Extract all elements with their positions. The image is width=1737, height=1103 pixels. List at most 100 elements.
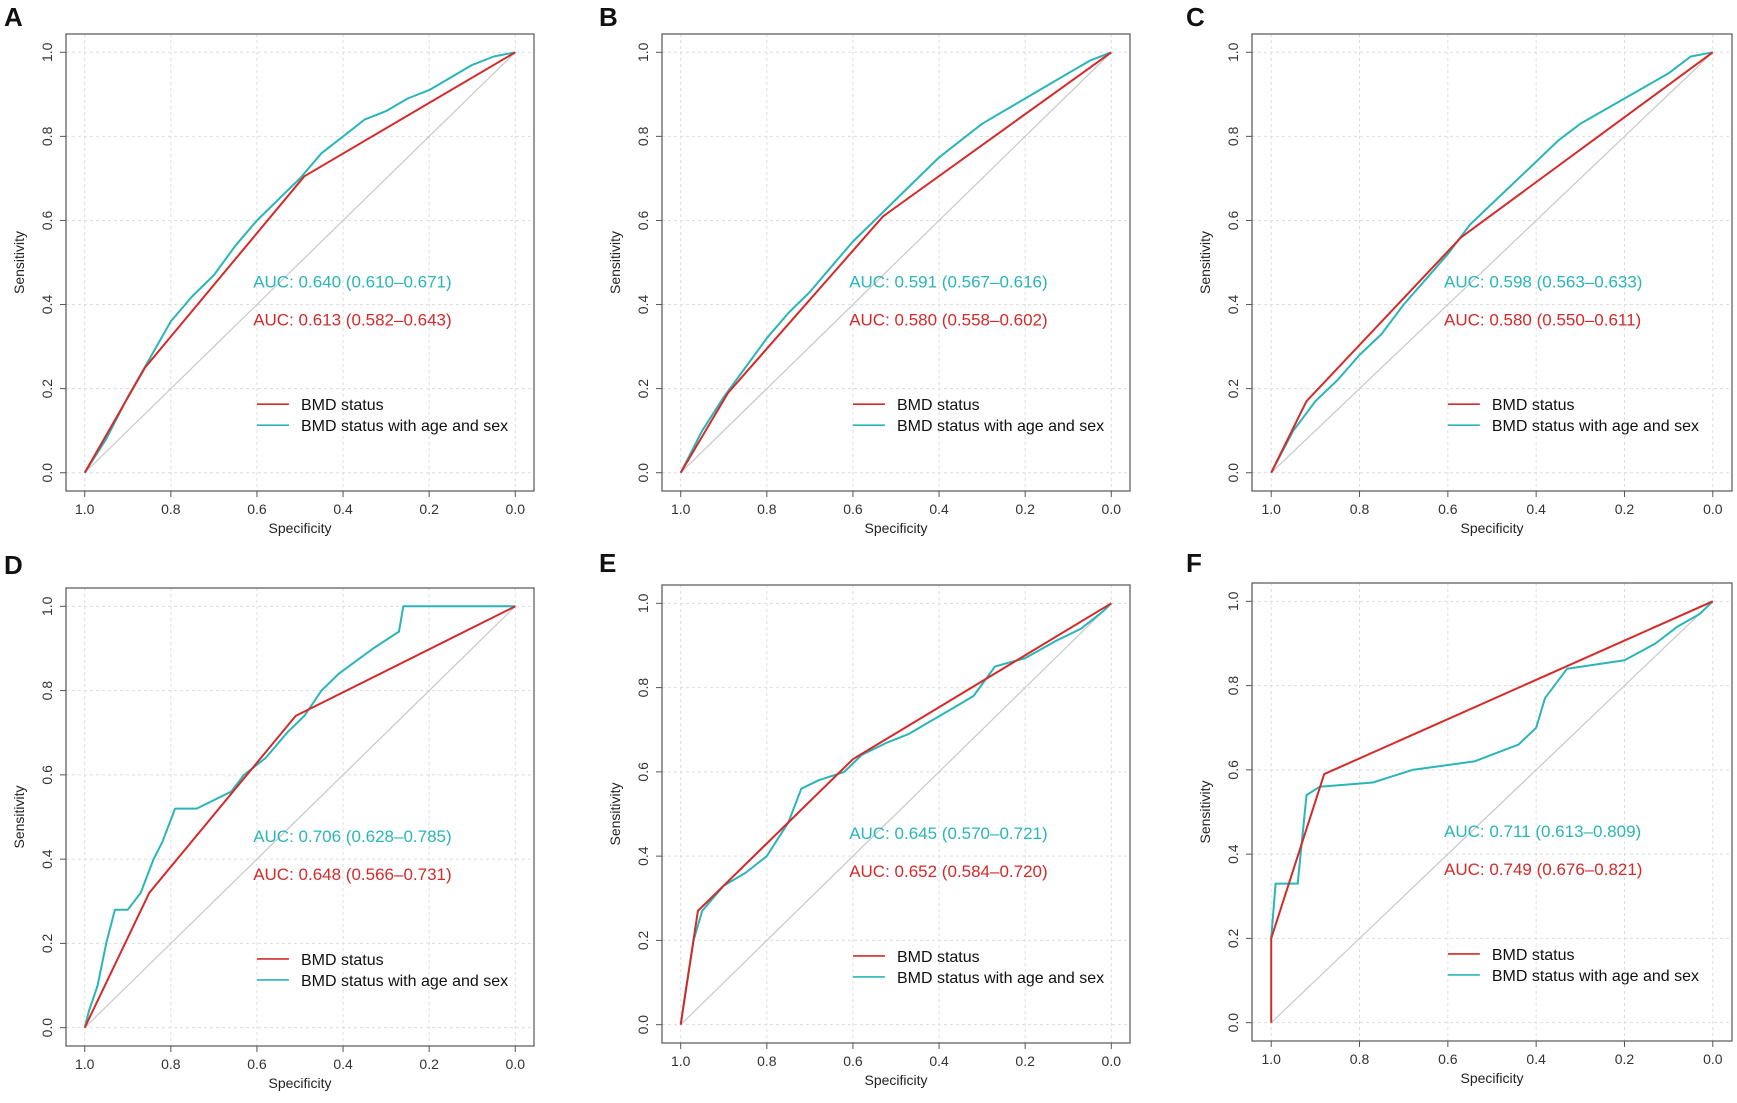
panel-a-legend-entry: BMD status [301,397,384,414]
panel-b-legend-entry: BMD status with age and sex [897,418,1104,435]
panel-e-x-axis-label: Specificity [864,1072,927,1088]
panel-f-y-tick-label: 0.0 [1225,1013,1241,1033]
panel-c-x-tick-label: 0.6 [1438,501,1458,517]
panel-b-x-tick-label: 1.0 [671,501,691,517]
panel-a-x-tick-label: 0.4 [333,501,353,517]
panel-c-x-tick-label: 0.8 [1350,501,1370,517]
panel-c-y-tick-label: 0.6 [1225,211,1241,231]
panel-d-auc-bmd-status: AUC: 0.648 (0.566–0.731) [253,865,451,884]
panel-e-y-axis-label: Sensitivity [607,782,623,845]
panel-d-x-tick-label: 1.0 [75,1056,95,1072]
panel-f-y-tick-label: 0.8 [1225,676,1241,696]
panel-b-x-tick-label: 0.6 [843,501,863,517]
panel-d-x-tick-label: 0.6 [247,1056,267,1072]
panel-a-y-axis-label: Sensitivity [11,231,27,294]
panel-f-x-tick-label: 0.0 [1703,1051,1723,1067]
panel-c-legend: BMD status BMD status with age and sex [1447,397,1699,435]
panel-a-label: A [4,2,23,32]
panel-c-curve-bmd-age-sex [1270,51,1713,474]
panel-f-y-tick-label: 0.4 [1225,844,1241,864]
panel-d-curve-bmd-status [83,605,516,1029]
panel-c-legend-entry: BMD status [1492,397,1575,414]
panel-f-x-tick-label: 0.4 [1526,1051,1546,1067]
panel-f: F 1.0 0.8 0.6 0.4 0.2 0.0 0.0 0.2 0.4 0.6 0.8 1.0 Spe… [1186,548,1733,1086]
panel-a-y-tick-label: 0.4 [39,295,55,315]
panel-d-y-tick-label: 1.0 [39,596,55,616]
panel-d-x-tick-label: 0.2 [419,1056,439,1072]
panel-d-y-tick-label: 0.6 [39,765,55,785]
panel-d: D 1.0 0.8 0.6 0.4 0.2 0.0 0.0 0.2 0.4 0.6 0.8 1.0 Spe… [4,550,535,1091]
panel-e-curve-bmd-status [679,602,1112,1025]
panel-b-curve-bmd-age-sex [679,51,1112,474]
panel-a-y-tick-label: 0.0 [39,463,55,483]
panel-b-y-tick-label: 0.0 [635,463,651,483]
panel-e-reference-diagonal [680,602,1112,1026]
panel-f-legend-entry: BMD status [1492,947,1575,964]
panel-a-x-axis-label: Specificity [268,520,331,536]
panel-d-auc-bmd-age-sex: AUC: 0.706 (0.628–0.785) [253,827,451,846]
panel-b-legend-entry: BMD status [897,397,980,414]
panel-a: A 1.0 0.8 0.6 0.4 0.2 0.0 0.0 0.2 0.4 0.6 0.8 1.0 Spe… [4,2,535,536]
panel-e-auc-bmd-age-sex: AUC: 0.645 (0.570–0.721) [849,824,1047,843]
panel-d-legend: BMD status BMD status with age and sex [256,952,508,990]
panel-e-x-tick-label: 0.4 [929,1053,949,1069]
panel-a-x-tick-label: 0.6 [247,501,267,517]
panel-a-y-tick-label: 1.0 [39,42,55,62]
panel-e-y-tick-label: 0.4 [635,846,651,866]
panel-e: E 1.0 0.8 0.6 0.4 0.2 0.0 0.0 0.2 0.4 0.6 0.8 1.0 Spe… [599,548,1131,1088]
panel-a-reference-diagonal [84,51,516,474]
panel-e-x-tick-label: 0.6 [843,1053,863,1069]
panel-a-legend: BMD status BMD status with age and sex [256,397,508,435]
panel-b-x-tick-label: 0.8 [757,501,777,517]
panel-b-x-tick-label: 0.0 [1102,501,1122,517]
panel-c-x-tick-label: 0.2 [1615,501,1635,517]
panel-a-curve-bmd-status [83,51,516,474]
panel-e-legend-entry: BMD status with age and sex [897,970,1104,987]
panel-f-x-tick-label: 0.6 [1438,1051,1458,1067]
panel-d-x-tick-label: 0.4 [333,1056,353,1072]
panel-a-y-tick-label: 0.2 [39,379,55,399]
panel-c-x-axis-label: Specificity [1460,520,1523,536]
panel-e-x-tick-label: 0.2 [1015,1053,1035,1069]
panel-c-y-tick-label: 0.0 [1225,463,1241,483]
panel-f-x-axis-label: Specificity [1460,1070,1523,1086]
panel-c-y-tick-label: 0.4 [1225,295,1241,315]
panel-c-y-tick-label: 1.0 [1225,42,1241,62]
panel-c-y-tick-label: 0.2 [1225,379,1241,399]
panel-e-y-tick-label: 0.6 [635,762,651,782]
panel-e-x-tick-label: 0.8 [757,1053,777,1069]
panel-d-y-tick-label: 0.4 [39,849,55,869]
panel-c-auc-bmd-age-sex: AUC: 0.598 (0.563–0.633) [1444,273,1642,292]
panel-d-label: D [4,550,23,580]
panel-e-y-tick-label: 0.8 [635,678,651,698]
panel-d-legend-entry: BMD status with age and sex [301,973,508,990]
panel-a-legend-entry: BMD status with age and sex [301,418,508,435]
panel-d-x-tick-label: 0.0 [506,1056,526,1072]
panel-f-x-tick-label: 0.8 [1350,1051,1370,1067]
panel-b-y-tick-label: 0.6 [635,211,651,231]
panel-f-y-axis-label: Sensitivity [1197,780,1213,843]
panel-f-x-tick-label: 0.2 [1615,1051,1635,1067]
panel-c: C 1.0 0.8 0.6 0.4 0.2 0.0 0.0 0.2 0.4 0.6 0.8 1.0 Spe… [1186,2,1733,536]
panel-e-y-tick-label: 1.0 [635,593,651,613]
panel-c-y-tick-label: 0.8 [1225,126,1241,146]
panel-f-x-tick-label: 1.0 [1261,1051,1281,1067]
panel-b-auc-bmd-age-sex: AUC: 0.591 (0.567–0.616) [849,273,1047,292]
panel-e-x-tick-label: 0.0 [1102,1053,1122,1069]
panel-f-legend: BMD status BMD status with age and sex [1447,947,1699,985]
panel-b-legend: BMD status BMD status with age and sex [852,397,1104,435]
panel-a-curve-bmd-age-sex [83,51,516,474]
panel-b-x-tick-label: 0.4 [929,501,949,517]
panel-e-legend-entry: BMD status [897,949,980,966]
panel-c-x-tick-label: 0.0 [1703,501,1723,517]
panel-c-y-axis-label: Sensitivity [1197,231,1213,294]
panel-b-x-tick-label: 0.2 [1015,501,1035,517]
panel-f-y-tick-label: 0.2 [1225,928,1241,948]
panel-a-plot-frame [65,33,535,492]
panel-f-curve-bmd-status [1270,600,1714,1023]
panel-d-legend-entry: BMD status [301,952,384,969]
panel-c-x-tick-label: 1.0 [1261,501,1281,517]
panel-e-legend: BMD status BMD status with age and sex [852,949,1104,987]
panel-d-curve-bmd-age-sex [83,605,516,1028]
panel-a-x-tick-label: 1.0 [75,501,95,517]
